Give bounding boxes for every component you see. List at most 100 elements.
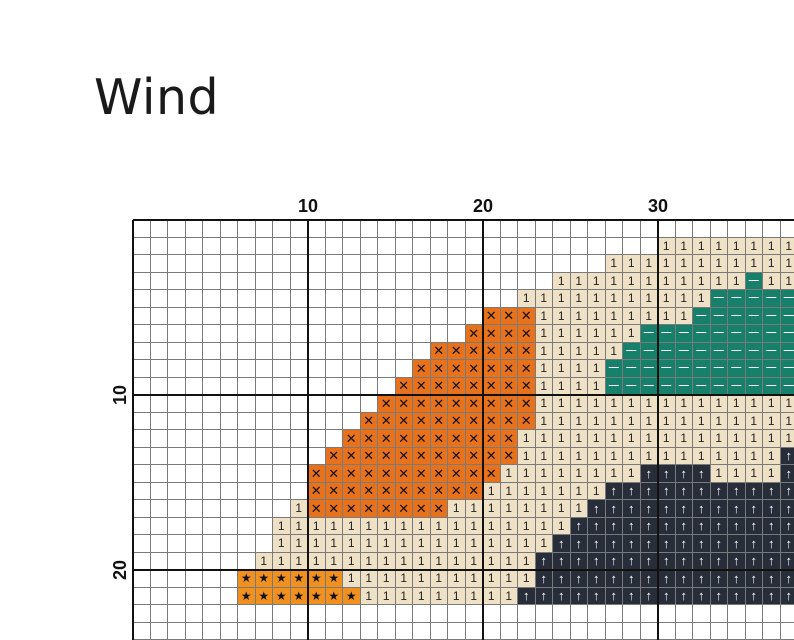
stitch-tan-1: 1 bbox=[588, 308, 606, 326]
stitch-tan-1: 1 bbox=[606, 273, 624, 291]
empty-cell bbox=[588, 255, 606, 273]
empty-cell bbox=[518, 238, 536, 256]
empty-cell bbox=[133, 430, 151, 448]
stitch-orange-x: ✕ bbox=[431, 395, 449, 413]
empty-cell bbox=[308, 395, 326, 413]
stitch-orange-x: ✕ bbox=[361, 430, 379, 448]
stitch-tan-1: 1 bbox=[343, 570, 361, 588]
empty-cell bbox=[221, 308, 239, 326]
stitch-orange-x: ✕ bbox=[361, 448, 379, 466]
stitch-dark-arrow: ↑ bbox=[746, 518, 764, 536]
empty-cell bbox=[378, 220, 396, 238]
stitch-tan-1: 1 bbox=[518, 290, 536, 308]
stitch-orange-x: ✕ bbox=[483, 465, 501, 483]
empty-cell bbox=[676, 605, 694, 623]
empty-cell bbox=[308, 343, 326, 361]
stitch-teal-dash: — bbox=[711, 378, 729, 396]
stitch-dark-arrow: ↑ bbox=[658, 570, 676, 588]
stitch-tan-1: 1 bbox=[448, 553, 466, 571]
stitch-tan-1: 1 bbox=[606, 290, 624, 308]
stitch-tan-1: 1 bbox=[728, 395, 746, 413]
stitch-orange-x: ✕ bbox=[518, 360, 536, 378]
stitch-tan-1: 1 bbox=[308, 518, 326, 536]
stitch-tan-1: 1 bbox=[781, 413, 794, 431]
stitch-dark-arrow: ↑ bbox=[781, 483, 794, 501]
empty-cell bbox=[203, 605, 221, 623]
stitch-tan-1: 1 bbox=[361, 570, 379, 588]
empty-cell bbox=[466, 308, 484, 326]
empty-cell bbox=[728, 220, 746, 238]
stitch-dark-arrow: ↑ bbox=[781, 535, 794, 553]
empty-cell bbox=[186, 360, 204, 378]
stitch-tan-1: 1 bbox=[448, 535, 466, 553]
stitch-teal-dash: — bbox=[728, 360, 746, 378]
empty-cell bbox=[221, 343, 239, 361]
empty-cell bbox=[413, 290, 431, 308]
stitch-tan-1: 1 bbox=[536, 448, 554, 466]
empty-cell bbox=[536, 255, 554, 273]
stitch-dark-arrow: ↑ bbox=[553, 570, 571, 588]
stitch-tan-1: 1 bbox=[466, 500, 484, 518]
stitch-dark-arrow: ↑ bbox=[728, 500, 746, 518]
stitch-tan-1: 1 bbox=[553, 360, 571, 378]
empty-cell bbox=[238, 238, 256, 256]
major-gridline-horizontal bbox=[133, 394, 794, 396]
empty-cell bbox=[186, 448, 204, 466]
stitch-tan-1: 1 bbox=[746, 430, 764, 448]
empty-cell bbox=[151, 413, 169, 431]
stitch-dark-arrow: ↑ bbox=[693, 570, 711, 588]
empty-cell bbox=[151, 343, 169, 361]
empty-cell bbox=[413, 325, 431, 343]
stitch-tan-1: 1 bbox=[588, 395, 606, 413]
stitch-teal-dash: — bbox=[763, 308, 781, 326]
empty-cell bbox=[221, 378, 239, 396]
stitch-orange-x: ✕ bbox=[501, 308, 519, 326]
stitch-orange-x: ✕ bbox=[431, 430, 449, 448]
stitch-tan-1: 1 bbox=[711, 465, 729, 483]
empty-cell bbox=[186, 588, 204, 606]
stitch-tan-1: 1 bbox=[396, 518, 414, 536]
stitch-dark-arrow: ↑ bbox=[728, 535, 746, 553]
empty-cell bbox=[378, 308, 396, 326]
stitch-dark-arrow: ↑ bbox=[711, 483, 729, 501]
stitch-dark-arrow: ↑ bbox=[693, 483, 711, 501]
empty-cell bbox=[308, 378, 326, 396]
empty-cell bbox=[133, 220, 151, 238]
stitch-dark-arrow: ↑ bbox=[588, 518, 606, 536]
stitch-tan-1: 1 bbox=[273, 553, 291, 571]
stitch-dark-arrow: ↑ bbox=[781, 570, 794, 588]
stitch-tan-1: 1 bbox=[676, 448, 694, 466]
stitch-teal-dash: — bbox=[781, 378, 794, 396]
empty-cell bbox=[168, 290, 186, 308]
empty-cell bbox=[273, 605, 291, 623]
stitch-tan-1: 1 bbox=[728, 255, 746, 273]
empty-cell bbox=[238, 413, 256, 431]
row-label: 20 bbox=[110, 550, 130, 590]
stitch-tan-1: 1 bbox=[343, 535, 361, 553]
stitch-tan-1: 1 bbox=[256, 553, 274, 571]
stitch-tan-1: 1 bbox=[641, 448, 659, 466]
stitch-tan-1: 1 bbox=[728, 238, 746, 256]
empty-cell bbox=[133, 448, 151, 466]
empty-cell bbox=[168, 500, 186, 518]
stitch-orange-x: ✕ bbox=[448, 378, 466, 396]
empty-cell bbox=[378, 238, 396, 256]
stitch-tan-1: 1 bbox=[378, 535, 396, 553]
stitch-teal-dash: — bbox=[746, 360, 764, 378]
stitch-orange-x: ✕ bbox=[501, 430, 519, 448]
stitch-tan-1: 1 bbox=[641, 255, 659, 273]
stitch-tan-1: 1 bbox=[781, 273, 794, 291]
stitch-orange-x: ✕ bbox=[308, 483, 326, 501]
empty-cell bbox=[606, 605, 624, 623]
stitch-orange-x: ✕ bbox=[501, 413, 519, 431]
stitch-orange-x: ✕ bbox=[308, 465, 326, 483]
stitch-tan-1: 1 bbox=[763, 395, 781, 413]
stitch-tan-1: 1 bbox=[606, 343, 624, 361]
empty-cell bbox=[308, 273, 326, 291]
stitch-dark-arrow: ↑ bbox=[641, 535, 659, 553]
empty-cell bbox=[133, 290, 151, 308]
empty-cell bbox=[326, 220, 344, 238]
empty-cell bbox=[203, 570, 221, 588]
stitch-teal-dash: — bbox=[676, 325, 694, 343]
stitch-tan-1: 1 bbox=[711, 448, 729, 466]
